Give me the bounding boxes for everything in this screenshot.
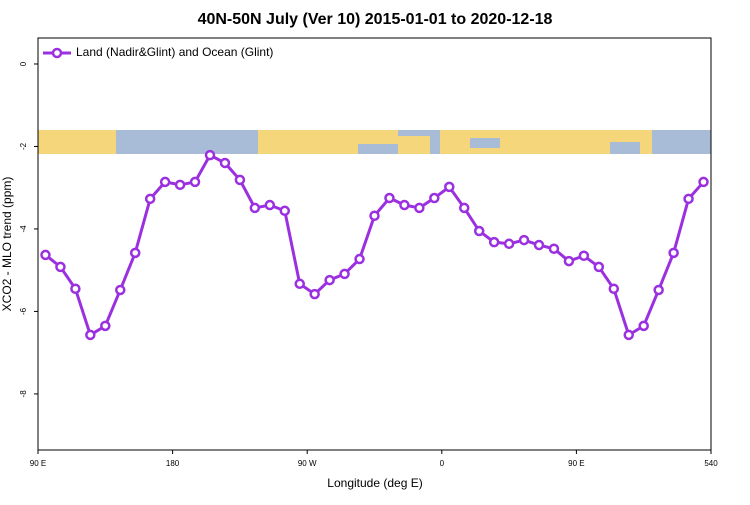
point (458, 202, 470, 214)
map-strip (38, 130, 711, 154)
y-tick-label: -2 (19, 142, 28, 150)
y-tick-label: 0 (19, 61, 28, 66)
chart-title: 40N-50N July (Ver 10) 2015-01-01 to 2020… (198, 11, 553, 28)
point (85, 329, 96, 341)
point (309, 288, 320, 300)
point (473, 225, 485, 237)
point (339, 268, 350, 280)
point (653, 284, 664, 296)
point (100, 320, 111, 332)
point (40, 249, 51, 261)
point (503, 238, 515, 250)
point (115, 284, 126, 296)
point (70, 283, 81, 294)
point (414, 202, 425, 214)
point (533, 239, 545, 251)
legend-label: Land (Nadir&Glint) and Ocean (Glint) (76, 45, 273, 59)
x-tick-label: 90 W (298, 459, 317, 468)
x-tick-label: 540 (704, 459, 718, 468)
series-line (44, 153, 705, 338)
point (279, 205, 291, 217)
point (264, 199, 276, 211)
x-tick-label: 0 (440, 459, 445, 468)
point (683, 193, 694, 205)
y-tick-label: -4 (19, 225, 28, 233)
point (324, 274, 335, 286)
y-tick-label: -8 (19, 390, 28, 398)
point (354, 253, 365, 265)
y-axis-label: XCO2 - MLO trend (ppm) (0, 177, 14, 312)
point (189, 176, 201, 188)
point (578, 250, 590, 262)
legend-marker (51, 47, 63, 59)
point (444, 181, 455, 193)
point (159, 176, 171, 188)
point (698, 176, 709, 188)
point (369, 210, 380, 221)
plot-frame (37, 37, 712, 451)
point (548, 243, 560, 254)
point (593, 261, 605, 273)
y-tick-label: -6 (19, 307, 28, 315)
point (55, 261, 66, 273)
x-tick-label: 90 E (30, 459, 46, 468)
point (294, 278, 305, 290)
point (563, 255, 575, 267)
point (668, 247, 679, 259)
point (638, 320, 649, 332)
point (219, 157, 231, 169)
point (249, 202, 261, 214)
x-tick-label: 90 E (568, 459, 584, 468)
point (623, 329, 634, 341)
point (129, 247, 141, 259)
point (174, 179, 186, 191)
point (144, 193, 156, 205)
point (204, 149, 216, 161)
x-tick-label: 180 (166, 459, 180, 468)
point (234, 174, 246, 186)
point (399, 199, 410, 211)
point (608, 283, 620, 294)
point (429, 192, 440, 204)
point (488, 236, 500, 248)
x-axis-label: Longitude (deg E) (327, 476, 422, 490)
point (518, 234, 530, 246)
point (384, 192, 395, 204)
